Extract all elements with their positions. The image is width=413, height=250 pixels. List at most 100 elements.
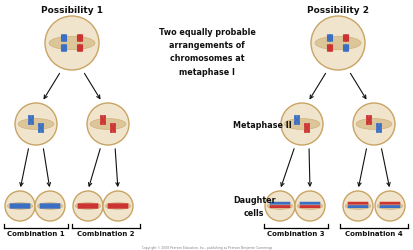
Text: Combination 3: Combination 3 bbox=[267, 230, 325, 236]
FancyBboxPatch shape bbox=[304, 124, 307, 128]
Circle shape bbox=[375, 191, 405, 221]
FancyBboxPatch shape bbox=[329, 45, 333, 52]
FancyBboxPatch shape bbox=[294, 120, 297, 126]
FancyBboxPatch shape bbox=[113, 124, 116, 128]
FancyBboxPatch shape bbox=[345, 35, 349, 43]
Ellipse shape bbox=[18, 119, 54, 130]
Circle shape bbox=[102, 120, 104, 121]
Circle shape bbox=[73, 191, 103, 221]
FancyBboxPatch shape bbox=[100, 120, 103, 126]
Ellipse shape bbox=[37, 203, 63, 209]
Circle shape bbox=[30, 120, 32, 121]
FancyBboxPatch shape bbox=[31, 120, 34, 126]
FancyBboxPatch shape bbox=[79, 35, 83, 43]
FancyBboxPatch shape bbox=[28, 120, 31, 126]
Ellipse shape bbox=[297, 203, 323, 209]
Circle shape bbox=[296, 120, 298, 121]
Circle shape bbox=[87, 104, 129, 146]
FancyBboxPatch shape bbox=[329, 35, 333, 43]
Ellipse shape bbox=[90, 119, 126, 130]
Circle shape bbox=[15, 104, 57, 146]
Circle shape bbox=[281, 104, 323, 146]
FancyBboxPatch shape bbox=[41, 128, 44, 133]
FancyBboxPatch shape bbox=[300, 202, 320, 205]
FancyBboxPatch shape bbox=[376, 128, 379, 133]
FancyBboxPatch shape bbox=[113, 128, 116, 133]
FancyBboxPatch shape bbox=[78, 204, 98, 206]
FancyBboxPatch shape bbox=[297, 120, 300, 126]
Text: Combination 2: Combination 2 bbox=[77, 230, 135, 236]
Ellipse shape bbox=[105, 203, 131, 209]
FancyBboxPatch shape bbox=[110, 124, 113, 128]
FancyBboxPatch shape bbox=[380, 205, 400, 208]
Ellipse shape bbox=[377, 203, 403, 209]
FancyBboxPatch shape bbox=[63, 35, 67, 43]
FancyBboxPatch shape bbox=[304, 128, 307, 133]
FancyBboxPatch shape bbox=[327, 45, 331, 52]
Ellipse shape bbox=[356, 119, 392, 130]
FancyBboxPatch shape bbox=[28, 116, 31, 120]
FancyBboxPatch shape bbox=[31, 116, 34, 120]
Ellipse shape bbox=[49, 37, 95, 51]
FancyBboxPatch shape bbox=[103, 116, 106, 120]
Text: Metaphase II: Metaphase II bbox=[233, 120, 292, 129]
FancyBboxPatch shape bbox=[38, 124, 41, 128]
Circle shape bbox=[368, 120, 370, 121]
FancyBboxPatch shape bbox=[79, 45, 83, 52]
FancyBboxPatch shape bbox=[103, 120, 106, 126]
Circle shape bbox=[378, 128, 380, 129]
Text: Possibility 2: Possibility 2 bbox=[307, 6, 369, 15]
Circle shape bbox=[343, 191, 373, 221]
FancyBboxPatch shape bbox=[270, 202, 290, 205]
FancyBboxPatch shape bbox=[366, 116, 369, 120]
Text: Possibility 1: Possibility 1 bbox=[41, 6, 103, 15]
FancyBboxPatch shape bbox=[77, 35, 81, 43]
Circle shape bbox=[295, 191, 325, 221]
FancyBboxPatch shape bbox=[41, 124, 44, 128]
FancyBboxPatch shape bbox=[108, 206, 128, 209]
Circle shape bbox=[5, 191, 35, 221]
Ellipse shape bbox=[284, 119, 320, 130]
FancyBboxPatch shape bbox=[270, 205, 290, 208]
FancyBboxPatch shape bbox=[379, 124, 382, 128]
FancyBboxPatch shape bbox=[348, 205, 368, 208]
Circle shape bbox=[306, 128, 308, 129]
Text: Copyright © 2008 Pearson Education, Inc., publishing as Pearson Benjamin Cumming: Copyright © 2008 Pearson Education, Inc.… bbox=[142, 245, 272, 249]
FancyBboxPatch shape bbox=[297, 116, 300, 120]
Circle shape bbox=[103, 191, 133, 221]
Circle shape bbox=[35, 191, 65, 221]
FancyBboxPatch shape bbox=[40, 206, 60, 209]
FancyBboxPatch shape bbox=[77, 45, 81, 52]
FancyBboxPatch shape bbox=[348, 202, 368, 205]
Circle shape bbox=[265, 191, 295, 221]
Text: Daughter
cells: Daughter cells bbox=[233, 196, 275, 217]
Circle shape bbox=[353, 104, 395, 146]
FancyBboxPatch shape bbox=[369, 120, 372, 126]
FancyBboxPatch shape bbox=[40, 204, 60, 206]
FancyBboxPatch shape bbox=[343, 45, 347, 52]
FancyBboxPatch shape bbox=[379, 128, 382, 133]
Ellipse shape bbox=[7, 203, 33, 209]
FancyBboxPatch shape bbox=[380, 202, 400, 205]
Ellipse shape bbox=[75, 203, 101, 209]
FancyBboxPatch shape bbox=[61, 35, 65, 43]
FancyBboxPatch shape bbox=[9, 206, 30, 209]
FancyBboxPatch shape bbox=[38, 128, 41, 133]
FancyBboxPatch shape bbox=[108, 204, 128, 206]
FancyBboxPatch shape bbox=[327, 35, 331, 43]
Ellipse shape bbox=[267, 203, 293, 209]
Circle shape bbox=[112, 128, 114, 129]
Text: Combination 4: Combination 4 bbox=[345, 230, 403, 236]
FancyBboxPatch shape bbox=[369, 116, 372, 120]
Text: Two equally probable
arrangements of
chromosomes at
metaphase I: Two equally probable arrangements of chr… bbox=[159, 28, 255, 76]
Ellipse shape bbox=[315, 37, 361, 51]
FancyBboxPatch shape bbox=[294, 116, 297, 120]
FancyBboxPatch shape bbox=[9, 204, 30, 206]
Circle shape bbox=[311, 17, 365, 71]
FancyBboxPatch shape bbox=[366, 120, 369, 126]
FancyBboxPatch shape bbox=[100, 116, 103, 120]
FancyBboxPatch shape bbox=[343, 35, 347, 43]
FancyBboxPatch shape bbox=[61, 45, 65, 52]
FancyBboxPatch shape bbox=[300, 205, 320, 208]
Text: Combination 1: Combination 1 bbox=[7, 230, 65, 236]
